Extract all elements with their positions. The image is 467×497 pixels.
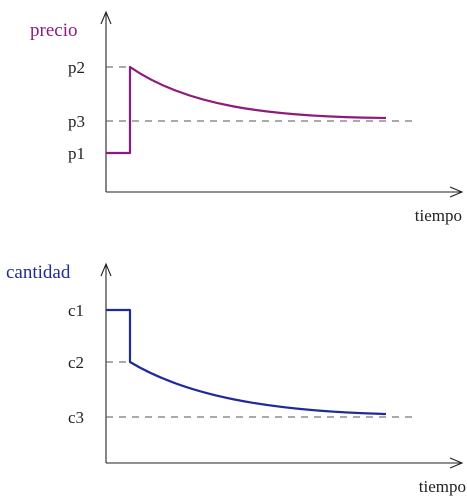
price-x-axis-arrow [449, 186, 464, 198]
price-panel: precio p2 p3 p1 tiempo [30, 10, 464, 225]
price-axis-title: precio [30, 20, 77, 41]
quantity-panel: cantidad c1 c2 c3 tiempo [6, 262, 466, 496]
c3-label: c3 [68, 408, 84, 427]
price-curve [106, 65, 387, 155]
quantity-y-axis-arrow [100, 262, 112, 277]
c1-label: c1 [68, 301, 84, 320]
quantity-curve [106, 308, 387, 416]
p2-label: p2 [68, 58, 85, 77]
p3-label: p3 [68, 112, 85, 131]
quantity-axis-title: cantidad [6, 262, 71, 283]
quantity-x-axis-label: tiempo [419, 477, 466, 496]
price-x-axis-label: tiempo [415, 206, 462, 225]
price-y-axis-arrow [100, 10, 112, 25]
quantity-x-axis-arrow [449, 457, 464, 469]
p1-label: p1 [68, 144, 85, 163]
c2-label: c2 [68, 353, 84, 372]
